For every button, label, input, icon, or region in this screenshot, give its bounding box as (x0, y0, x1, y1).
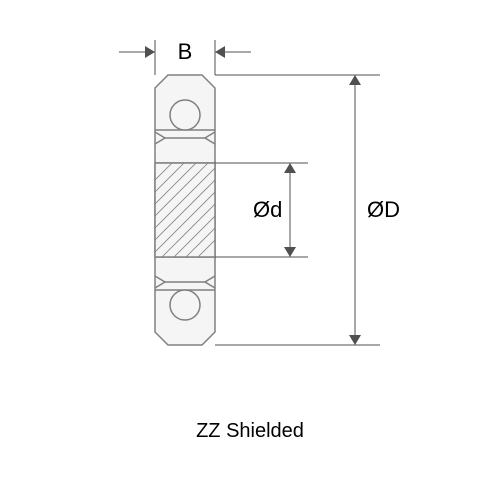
svg-text:ØD: ØD (367, 197, 400, 222)
svg-text:B: B (178, 39, 193, 64)
diagram-canvas: B Ød ØD ZZ Shielded (0, 0, 500, 500)
bearing-cross-section-diagram: B Ød ØD (0, 0, 500, 420)
diagram-caption: ZZ Shielded (0, 420, 500, 443)
svg-text:Ød: Ød (253, 197, 282, 222)
